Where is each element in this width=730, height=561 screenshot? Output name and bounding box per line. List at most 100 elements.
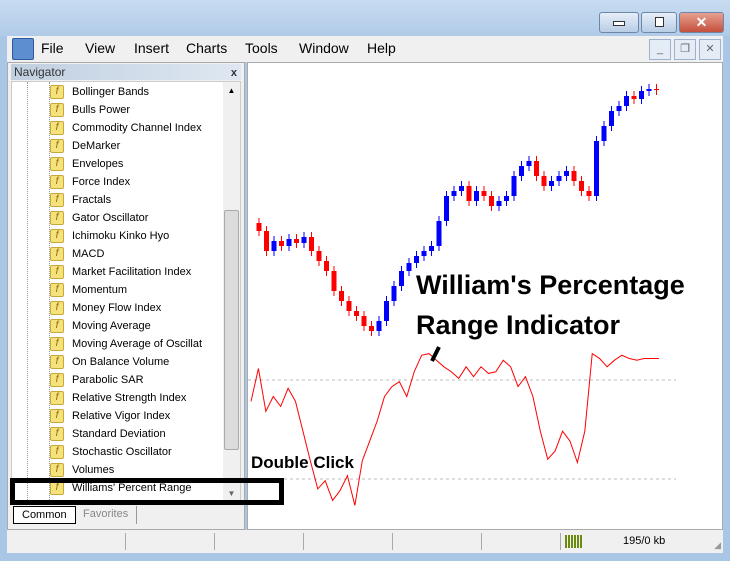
candle-body — [586, 191, 592, 196]
annotation-double-click: Double Click — [251, 453, 354, 472]
menu-window[interactable]: Window — [299, 40, 349, 56]
indicator-item[interactable]: f Relative Strength Index — [50, 389, 186, 407]
indicator-label: Commodity Channel Index — [72, 122, 202, 134]
indicator-label: Ichimoku Kinko Hyo — [72, 230, 170, 242]
candle-body — [459, 186, 464, 191]
status-divider — [392, 533, 393, 550]
candle-body — [624, 96, 629, 106]
indicator-item[interactable]: f Moving Average of Oscillat — [50, 335, 202, 353]
indicator-item[interactable]: f On Balance Volume — [50, 353, 169, 371]
indicator-label: Bollinger Bands — [72, 86, 150, 98]
indicator-function-icon: f — [50, 103, 64, 118]
indicator-item[interactable]: f Standard Deviation — [50, 425, 166, 443]
candle-body — [489, 196, 494, 206]
indicator-item[interactable]: f Ichimoku Kinko Hyo — [50, 227, 169, 245]
indicator-label: Moving Average — [72, 320, 151, 332]
candle-body — [466, 186, 472, 201]
menu-help[interactable]: Help — [367, 40, 396, 56]
indicator-label: Parabolic SAR — [72, 374, 144, 386]
indicator-function-icon: f — [50, 211, 64, 226]
candle-body — [414, 256, 419, 263]
indicator-item[interactable]: f Relative Vigor Index — [50, 407, 170, 425]
indicator-item[interactable]: f Moving Average — [50, 317, 151, 335]
candle-body — [511, 176, 517, 196]
indicator-item[interactable]: f Fractals — [50, 191, 111, 209]
indicator-item[interactable]: f Envelopes — [50, 155, 123, 173]
indicator-function-icon: f — [50, 373, 64, 388]
indicator-function-icon: f — [50, 463, 64, 478]
indicator-label: Relative Vigor Index — [72, 410, 171, 422]
candle-body — [534, 161, 539, 176]
candle-body — [594, 141, 599, 196]
chart-window[interactable] — [247, 62, 723, 530]
scroll-up-icon[interactable]: ▲ — [227, 86, 236, 95]
candle-body — [474, 191, 479, 201]
indicator-label: Gator Oscillator — [72, 212, 149, 224]
candle-body — [309, 237, 314, 251]
candle-body — [616, 106, 622, 111]
indicator-item[interactable]: f Bulls Power — [50, 101, 130, 119]
title-bar: ✕ — [0, 0, 730, 36]
indicator-item[interactable]: f Force Index — [50, 173, 130, 191]
candle-body — [496, 201, 502, 206]
navigator-close-button[interactable]: x — [230, 67, 237, 79]
mdi-minimize-button[interactable]: _ — [649, 39, 671, 60]
candle-body — [541, 176, 547, 186]
highlight-box — [10, 478, 284, 505]
indicator-function-icon: f — [50, 319, 64, 334]
indicator-function-icon: f — [50, 445, 64, 460]
indicator-item[interactable]: f Bollinger Bands — [50, 83, 149, 101]
candle-body — [609, 111, 614, 126]
resize-grip-icon[interactable]: ◢ — [714, 540, 721, 550]
menu-insert[interactable]: Insert — [134, 40, 170, 56]
candle-body — [264, 231, 269, 251]
indicator-item[interactable]: f Gator Oscillator — [50, 209, 148, 227]
indicator-item[interactable]: f Volumes — [50, 461, 114, 479]
indicator-item[interactable]: f Stochastic Oscillator — [50, 443, 172, 461]
navigator-panel: Navigator x f Bollinger Bands f Bulls Power f… — [7, 62, 245, 530]
scroll-down-icon[interactable]: ▼ — [227, 489, 236, 498]
indicator-item[interactable]: f Commodity Channel Index — [50, 119, 202, 137]
status-divider — [303, 533, 304, 550]
status-divider — [125, 533, 126, 550]
menu-charts[interactable]: Charts — [186, 40, 228, 56]
minimize-button[interactable] — [599, 12, 639, 33]
indicator-item[interactable]: f Money Flow Index — [50, 299, 161, 317]
indicator-function-icon: f — [50, 391, 64, 406]
indicator-label: Market Facilitation Index — [72, 266, 192, 278]
mdi-close-button[interactable]: ✕ — [699, 39, 721, 60]
navigator-header: Navigator x — [11, 64, 241, 80]
mdi-restore-button[interactable]: ❐ — [674, 39, 696, 60]
candle-body — [346, 301, 352, 311]
scroll-thumb[interactable] — [224, 210, 239, 450]
traffic-status: 195/0 kb — [623, 535, 666, 547]
maximize-button[interactable] — [641, 12, 677, 33]
menu-view[interactable]: View — [85, 40, 116, 56]
tab-favorites[interactable]: Favorites — [75, 506, 138, 524]
status-divider — [481, 533, 482, 550]
indicator-item[interactable]: f Market Facilitation Index — [50, 263, 191, 281]
indicator-item[interactable]: f Momentum — [50, 281, 127, 299]
indicator-function-icon: f — [50, 355, 64, 370]
close-button[interactable]: ✕ — [679, 12, 724, 33]
scrollbar[interactable]: ▲ ▼ — [223, 82, 240, 500]
candle-body — [279, 241, 284, 246]
candle-body — [301, 237, 307, 243]
indicator-function-icon: f — [50, 409, 64, 424]
candle-body — [324, 261, 329, 271]
candle-body — [579, 181, 584, 191]
status-divider — [560, 533, 561, 550]
indicator-item[interactable]: f Parabolic SAR — [50, 371, 144, 389]
app-logo-icon — [12, 38, 34, 60]
tab-common[interactable]: Common — [13, 506, 76, 524]
candle-body — [436, 221, 442, 246]
menu-file[interactable]: File — [41, 40, 64, 56]
indicator-function-icon: f — [50, 283, 64, 298]
indicator-item[interactable]: f DeMarker — [50, 137, 120, 155]
annotation-title-2: Range Indicator — [416, 310, 621, 340]
menu-tools[interactable]: Tools — [245, 40, 278, 56]
indicator-function-icon: f — [50, 139, 64, 154]
indicator-label: DeMarker — [72, 140, 121, 152]
indicator-item[interactable]: f MACD — [50, 245, 104, 263]
indicator-function-icon: f — [50, 301, 64, 316]
